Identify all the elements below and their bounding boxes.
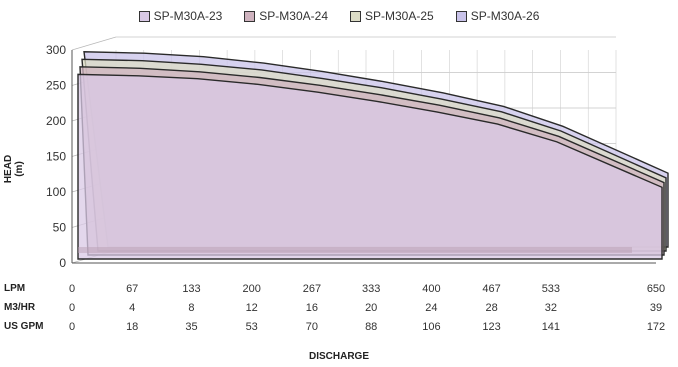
x-row-label-lpm: LPM [4, 283, 26, 294]
x-tick-label: 267 [303, 283, 321, 295]
y-tick-label: 50 [53, 221, 67, 235]
x-tick-label: 4 [129, 302, 135, 314]
x-tick-label: 141 [542, 321, 560, 333]
legend: SP-M30A-23 SP-M30A-24 SP-M30A-25 SP-M30A… [0, 9, 678, 23]
x-tick-label: 0 [69, 321, 75, 333]
legend-label: SP-M30A-26 [470, 9, 540, 23]
x-tick-label: 467 [482, 283, 500, 295]
legend-swatch [350, 10, 361, 22]
x-axis-title: DISCHARGE [308, 351, 369, 362]
x-tick-label: 88 [365, 321, 377, 333]
x-tick-label: 35 [185, 321, 197, 333]
legend-item: SP-M30A-26 [455, 9, 540, 23]
legend-label: SP-M30A-25 [365, 9, 434, 23]
x-tick-label: 39 [650, 302, 662, 314]
legend-label: SP-M30A-24 [259, 9, 328, 23]
x-tick-label: 400 [422, 283, 440, 295]
x-tick-label: 32 [545, 302, 557, 314]
legend-label: SP-M30A-23 [153, 9, 223, 23]
x-tick-label: 70 [306, 321, 318, 333]
x-tick-label: 18 [126, 321, 138, 333]
y-tick-label: 300 [46, 43, 66, 57]
x-tick-label: 333 [362, 283, 380, 295]
x-tick-label: 133 [182, 283, 200, 295]
legend-swatch [244, 10, 256, 22]
x-tick-label: 0 [69, 283, 75, 295]
x-tick-label: 106 [422, 321, 440, 333]
y-tick-label: 100 [46, 185, 66, 199]
series-areas [77, 51, 669, 260]
series-area-sp-m30a-23 [77, 73, 663, 260]
x-tick-label: 12 [246, 302, 258, 314]
y-axis-ticks: 0 50 100 150 200 250 300 [46, 43, 66, 270]
legend-swatch [138, 10, 150, 22]
legend-item: SP-M30A-24 [244, 9, 328, 23]
y-tick-label: 250 [46, 79, 66, 93]
x-tick-label: 0 [69, 302, 75, 314]
x-tick-label: 123 [482, 321, 500, 333]
x-tick-label: 67 [126, 283, 138, 295]
legend-item: SP-M30A-23 [138, 9, 223, 23]
x-row-label-m3hr: M3/HR [4, 302, 36, 313]
x-axis-ticks: 0 67 133 200 267 333 400 467 533 650 0 4 8 12 16 20 24 28… [69, 283, 665, 333]
y-tick-label: 0 [59, 256, 66, 270]
x-tick-label: 533 [542, 283, 560, 295]
legend-swatch [455, 10, 467, 22]
y-tick-label: 200 [46, 114, 66, 128]
x-tick-label: 24 [425, 302, 437, 314]
area-floor [78, 247, 632, 253]
legend-item: SP-M30A-25 [350, 9, 434, 23]
x-tick-label: 8 [188, 302, 194, 314]
y-tick-label: 150 [46, 150, 66, 164]
x-tick-label: 53 [246, 321, 258, 333]
x-tick-label: 28 [485, 302, 497, 314]
x-row-label-usgpm: US GPM [4, 321, 44, 332]
grid-line-diagonal [71, 36, 117, 51]
y-axis-title: HEAD (m) [3, 154, 25, 184]
x-tick-label: 20 [365, 302, 377, 314]
x-tick-label: 16 [306, 302, 318, 314]
x-tick-label: 650 [647, 283, 665, 295]
x-tick-label: 200 [243, 283, 261, 295]
x-tick-label: 172 [647, 321, 665, 333]
